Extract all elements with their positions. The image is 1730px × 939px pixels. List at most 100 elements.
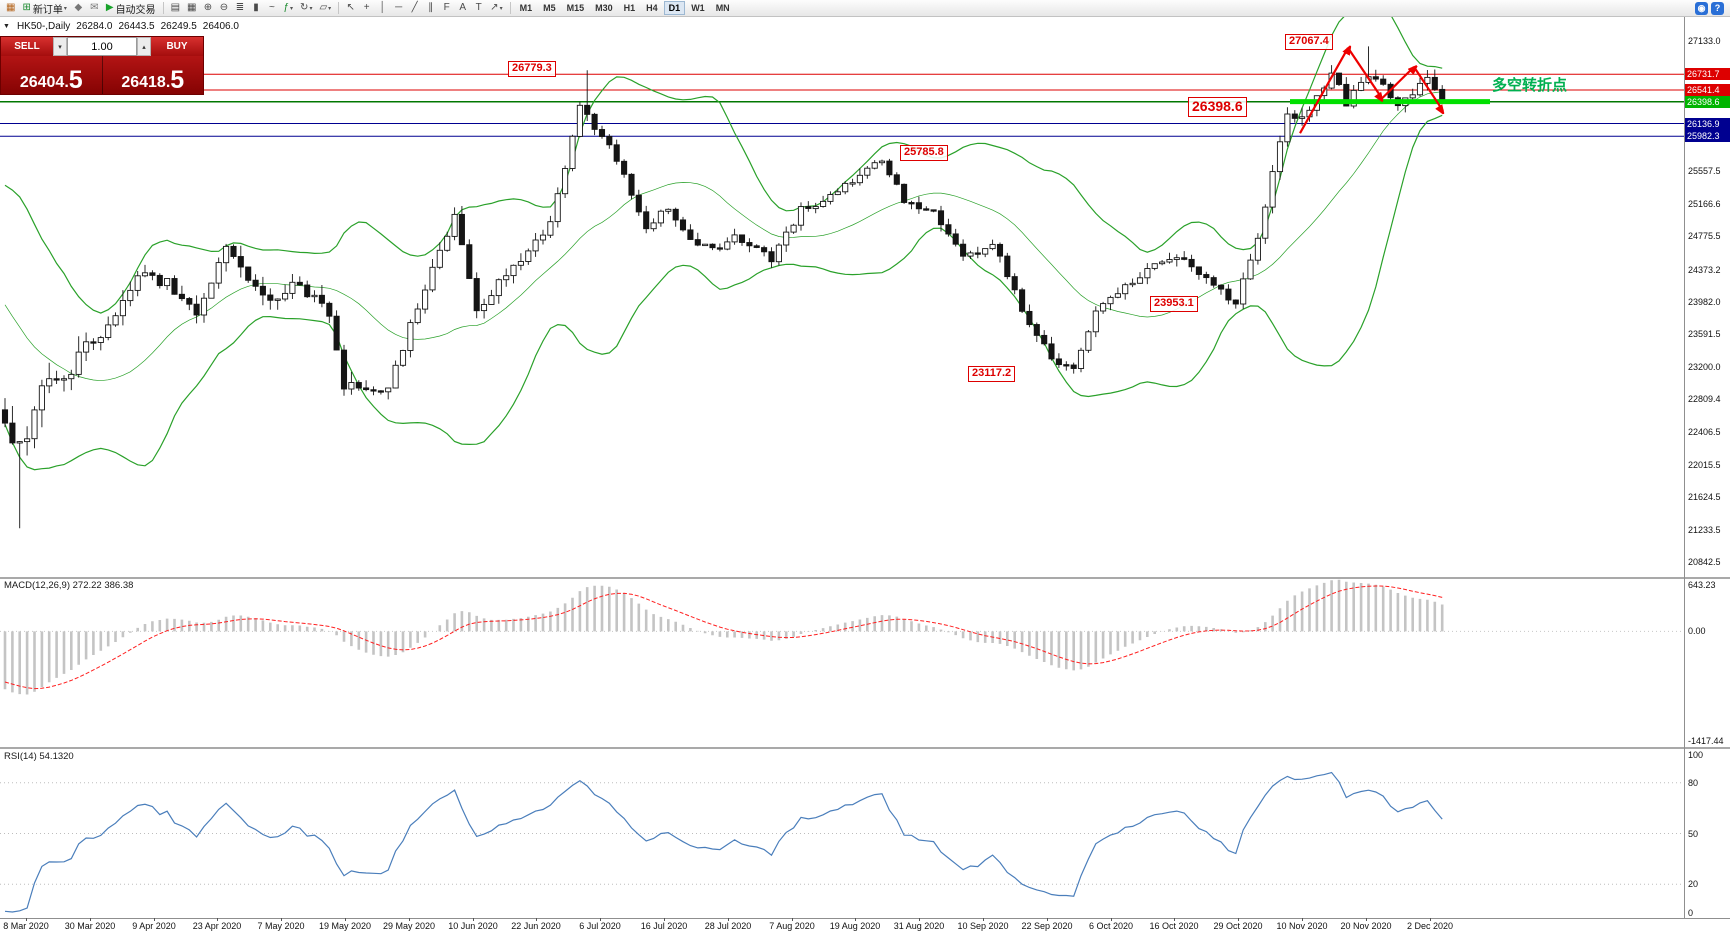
date-tick (154, 918, 155, 921)
annotation-note[interactable]: 多空转折点 (1492, 77, 1568, 94)
macd-panel[interactable] (0, 579, 1684, 747)
date-tick (1238, 918, 1239, 921)
date-axis-label: 6 Jul 2020 (579, 921, 621, 931)
tf-m30-button[interactable]: M30 (595, 3, 613, 13)
rsi-panel[interactable] (0, 749, 1684, 918)
tf-d1-button[interactable]: D1 (663, 1, 686, 15)
chart-candles-mode-icon[interactable]: ▮ (253, 2, 259, 13)
buy-button[interactable]: BUY (151, 37, 203, 56)
sell-price[interactable]: 26404. 5 (1, 56, 103, 94)
date-tick (664, 918, 665, 921)
price-annotation[interactable]: 26398.6 (1188, 97, 1247, 117)
date-axis-label: 20 Nov 2020 (1340, 921, 1392, 931)
date-axis-label: 6 Oct 2020 (1088, 921, 1134, 931)
toolbar: ▦ ⊞ 新订单 ▾ ◆ ✉ ▶ 自动交易 ▤ ▦ ⊕ ⊖ ≣ ▮ ~ ƒ ▾ ↻ ▾ ▱ ▾ ↖ + │ ─ ╱ ∥ F A T ↗ ▾ M1 M… (0, 0, 1730, 17)
price-axis-label: 23982.0 (1688, 297, 1721, 307)
volume-input[interactable] (67, 37, 137, 56)
tf-h1-button[interactable]: H1 (623, 3, 636, 13)
sell-price-pip: 5 (68, 65, 83, 94)
fibonacci-icon[interactable]: F (443, 2, 450, 13)
price-annotation[interactable]: 23117.2 (968, 366, 1016, 382)
volume-decrease-button[interactable]: ▾ (53, 37, 67, 56)
date-tick (536, 918, 537, 921)
date-axis-label: 10 Sep 2020 (957, 921, 1009, 931)
price-axis-label: 25557.5 (1688, 166, 1721, 176)
equidistant-channel-icon[interactable]: ∥ (428, 2, 434, 13)
price-line-label: 26541.4 (1685, 84, 1730, 96)
price-annotation[interactable]: 23953.1 (1150, 296, 1198, 312)
text-icon[interactable]: A (459, 2, 466, 13)
cascade-windows-icon[interactable]: ▤ (170, 2, 181, 13)
tile-windows-icon[interactable]: ▦ (187, 2, 197, 13)
macd-axis-label: -1417.44 (1688, 736, 1724, 746)
price-axis-label: 23591.5 (1688, 329, 1721, 339)
price-axis-label: 22406.5 (1688, 427, 1721, 437)
price-axis-label: 22809.4 (1688, 394, 1721, 404)
price-annotation[interactable]: 25785.8 (900, 145, 948, 161)
buy-price[interactable]: 26418. 5 (103, 56, 204, 94)
panel-separator[interactable] (0, 747, 1730, 749)
one-click-collapse-icon[interactable]: ▼ (3, 23, 10, 30)
date-tick (1047, 918, 1048, 921)
date-axis-label: 7 May 2020 (257, 921, 305, 931)
chart-bars-mode-icon[interactable]: ≣ (235, 2, 245, 13)
tf-m15-button[interactable]: M15 (566, 3, 585, 13)
tf-m1-button[interactable]: M1 (519, 3, 533, 13)
toolbar-right-icons: ◉? (1695, 1, 1724, 15)
chart-line-mode-icon[interactable]: ~ (269, 2, 275, 13)
price-axis-label: 22015.5 (1688, 460, 1721, 470)
date-tick (90, 918, 91, 921)
panel-separator[interactable] (0, 577, 1730, 579)
date-axis-label: 29 May 2020 (382, 921, 436, 931)
zoom-in-icon[interactable]: ⊕ (203, 2, 213, 13)
new-chart-icon[interactable]: ▦ (6, 2, 16, 13)
price-chart[interactable] (0, 17, 1684, 577)
quote-close: 26406.0 (202, 21, 239, 32)
tf-w1-button[interactable]: W1 (691, 3, 705, 13)
rsi-axis-label: 50 (1688, 829, 1699, 839)
periods-icon[interactable]: ↻ ▾ (300, 2, 313, 13)
cursor-icon[interactable]: ↖ (346, 2, 355, 13)
help-icon[interactable]: ? (1711, 1, 1724, 15)
crosshair-icon[interactable]: + (363, 2, 370, 13)
date-axis-label: 19 Aug 2020 (829, 921, 881, 931)
tf-h4-button[interactable]: H4 (646, 3, 658, 13)
rsi-axis-label: 20 (1688, 879, 1699, 889)
price-axis-label: 24373.2 (1688, 265, 1721, 275)
price-line-label: 26398.6 (1685, 96, 1730, 108)
sell-price-base: 26404. (19, 74, 69, 91)
price-annotation[interactable]: 26779.3 (508, 61, 556, 77)
horizontal-line-icon[interactable]: ─ (395, 2, 403, 13)
sell-button[interactable]: SELL (1, 37, 53, 56)
price-axis-label: 27133.0 (1688, 36, 1721, 46)
community-icon[interactable]: ◉ (1695, 1, 1708, 15)
templates-icon[interactable]: ▱ ▾ (319, 2, 332, 13)
vertical-line-icon[interactable]: │ (379, 2, 386, 13)
price-annotation[interactable]: 27067.4 (1285, 34, 1333, 50)
date-axis-label: 29 Oct 2020 (1213, 921, 1263, 931)
date-axis-label: 22 Sep 2020 (1021, 921, 1073, 931)
trendline-icon[interactable]: ╱ (411, 2, 418, 13)
tf-mn-button[interactable]: MN (715, 3, 730, 13)
volume-increase-button[interactable]: ▴ (137, 37, 151, 56)
price-axis-label: 25166.6 (1688, 199, 1721, 209)
date-tick (919, 918, 920, 921)
new-order-button[interactable]: ⊞ 新订单 ▾ (22, 2, 67, 16)
date-tick (345, 918, 346, 921)
autotrading-button[interactable]: ▶ 自动交易 (105, 2, 156, 16)
date-axis-label: 8 Mar 2020 (3, 921, 49, 931)
tf-m5-button[interactable]: M5 (543, 3, 556, 13)
zoom-out-icon[interactable]: ⊖ (219, 2, 229, 13)
date-axis-label: 16 Oct 2020 (1149, 921, 1199, 931)
text-label-icon[interactable]: T (475, 2, 482, 13)
arrows-icon[interactable]: ↗ ▾ (490, 2, 503, 13)
date-axis-label: 30 Mar 2020 (64, 921, 116, 931)
date-tick (217, 918, 218, 921)
profiles-icon[interactable]: ◆ (74, 2, 83, 13)
date-tick (1111, 918, 1112, 921)
date-axis-label: 19 May 2020 (318, 921, 372, 931)
mail-icon[interactable]: ✉ (90, 2, 99, 13)
price-line-label: 25982.3 (1685, 130, 1730, 142)
date-axis-label: 2 Dec 2020 (1406, 921, 1454, 931)
indicators-icon[interactable]: ƒ ▾ (283, 2, 294, 13)
